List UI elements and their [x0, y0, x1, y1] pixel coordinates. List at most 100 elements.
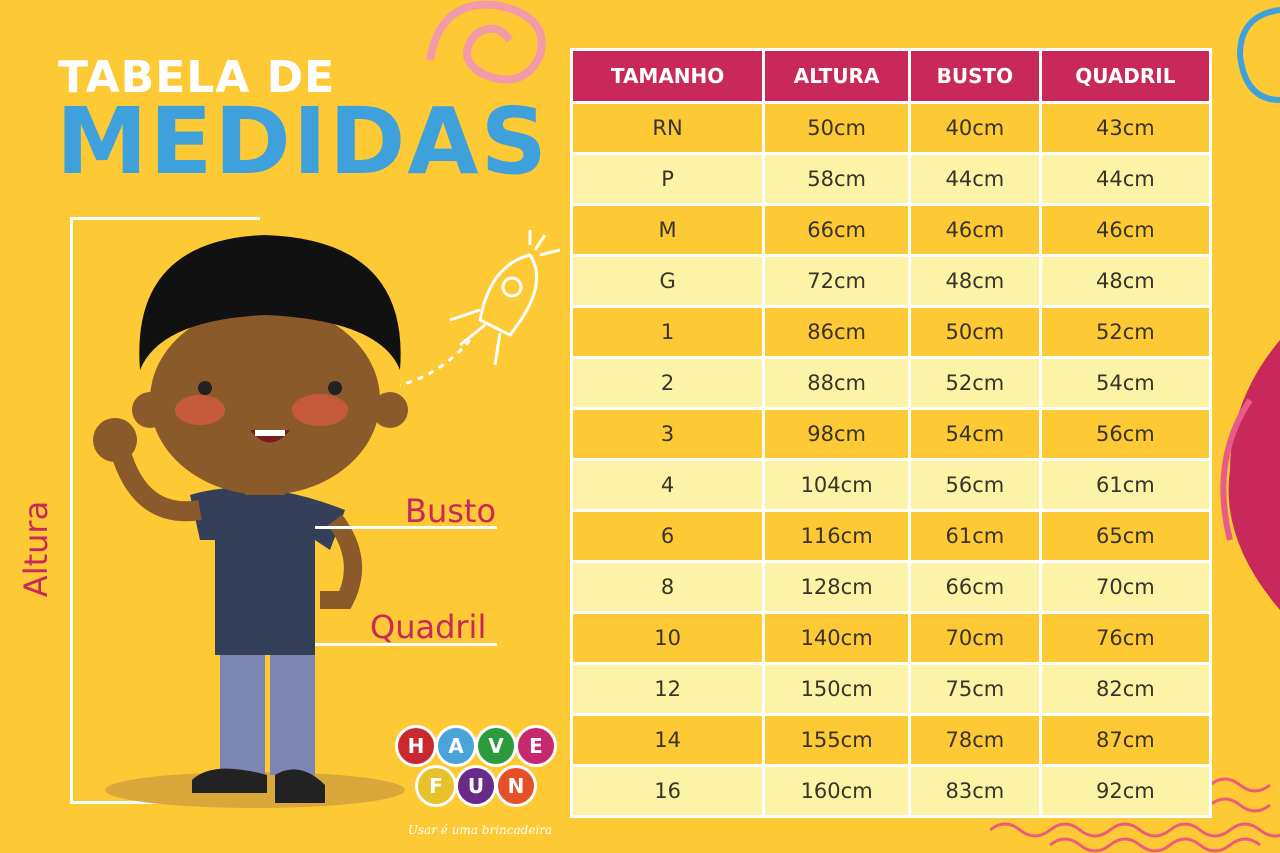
cell-altura: 150cm [765, 665, 909, 713]
logo-letter: N [495, 765, 537, 807]
cell-busto: 44cm [911, 155, 1039, 203]
child-illustration [93, 235, 408, 808]
cell-tamanho: 10 [573, 614, 763, 662]
cell-busto: 75cm [911, 665, 1039, 713]
cell-altura: 72cm [765, 257, 909, 305]
cell-busto: 66cm [911, 563, 1039, 611]
cell-busto: 61cm [911, 512, 1039, 560]
header-tamanho: TAMANHO [573, 51, 763, 101]
cell-quadril: 52cm [1041, 308, 1209, 356]
table-row: 2 88cm 52cm 54cm [573, 359, 1209, 407]
logo-letter: U [455, 765, 497, 807]
cell-altura: 58cm [765, 155, 909, 203]
logo-letter: A [435, 725, 477, 767]
table-row: 10 140cm 70cm 76cm [573, 614, 1209, 662]
cell-quadril: 76cm [1041, 614, 1209, 662]
cell-altura: 160cm [765, 767, 909, 815]
altura-top-tick [70, 217, 260, 220]
leaf-decoration [1220, 340, 1280, 610]
cell-tamanho: 16 [573, 767, 763, 815]
cell-altura: 98cm [765, 410, 909, 458]
cell-altura: 128cm [765, 563, 909, 611]
cell-quadril: 43cm [1041, 104, 1209, 152]
cell-busto: 48cm [911, 257, 1039, 305]
cell-quadril: 65cm [1041, 512, 1209, 560]
cell-tamanho: 14 [573, 716, 763, 764]
cell-tamanho: 6 [573, 512, 763, 560]
table-row: 6 116cm 61cm 65cm [573, 512, 1209, 560]
cell-busto: 78cm [911, 716, 1039, 764]
table-row: 8 128cm 66cm 70cm [573, 563, 1209, 611]
cell-tamanho: G [573, 257, 763, 305]
cell-altura: 104cm [765, 461, 909, 509]
cell-quadril: 54cm [1041, 359, 1209, 407]
title-line-1: TABELA DE [58, 52, 336, 103]
table-row: P 58cm 44cm 44cm [573, 155, 1209, 203]
header-quadril: QUADRIL [1041, 51, 1209, 101]
size-table: TAMANHO ALTURA BUSTO QUADRIL RN 50cm 40cm 4… [570, 48, 1212, 818]
cell-altura: 66cm [765, 206, 909, 254]
cell-quadril: 56cm [1041, 410, 1209, 458]
cell-quadril: 92cm [1041, 767, 1209, 815]
cell-quadril: 46cm [1041, 206, 1209, 254]
cell-tamanho: 1 [573, 308, 763, 356]
cell-tamanho: 2 [573, 359, 763, 407]
cell-busto: 52cm [911, 359, 1039, 407]
table-header-row: TAMANHO ALTURA BUSTO QUADRIL [573, 51, 1209, 101]
cell-tamanho: M [573, 206, 763, 254]
swirl-decoration [426, 0, 546, 84]
logo-letter: V [475, 725, 517, 767]
busto-line [315, 526, 497, 529]
cell-tamanho: P [573, 155, 763, 203]
table-row: 14 155cm 78cm 87cm [573, 716, 1209, 764]
cell-busto: 83cm [911, 767, 1039, 815]
cell-quadril: 70cm [1041, 563, 1209, 611]
cell-altura: 155cm [765, 716, 909, 764]
cell-quadril: 82cm [1041, 665, 1209, 713]
logo-letter: H [395, 725, 437, 767]
quadril-line [315, 643, 497, 646]
quadril-label: Quadril [370, 608, 487, 646]
cell-busto: 50cm [911, 308, 1039, 356]
logo-tagline: Usar é uma brincadeira [407, 823, 553, 837]
cell-altura: 50cm [765, 104, 909, 152]
cell-busto: 70cm [911, 614, 1039, 662]
busto-label: Busto [405, 492, 497, 530]
swirl-blue-decoration [1236, 7, 1280, 103]
table-row: G 72cm 48cm 48cm [573, 257, 1209, 305]
table-row: 16 160cm 83cm 92cm [573, 767, 1209, 815]
table-row: 4 104cm 56cm 61cm [573, 461, 1209, 509]
logo-letter: E [515, 725, 557, 767]
table-row: 12 150cm 75cm 82cm [573, 665, 1209, 713]
header-altura: ALTURA [765, 51, 909, 101]
cell-quadril: 48cm [1041, 257, 1209, 305]
cell-quadril: 61cm [1041, 461, 1209, 509]
cell-quadril: 87cm [1041, 716, 1209, 764]
cell-busto: 54cm [911, 410, 1039, 458]
cell-altura: 140cm [765, 614, 909, 662]
cell-tamanho: 4 [573, 461, 763, 509]
table-row: 3 98cm 54cm 56cm [573, 410, 1209, 458]
table-row: RN 50cm 40cm 43cm [573, 104, 1209, 152]
cell-busto: 46cm [911, 206, 1039, 254]
cell-quadril: 44cm [1041, 155, 1209, 203]
cell-altura: 116cm [765, 512, 909, 560]
rocket-icon [400, 230, 561, 387]
logo-letter: F [415, 765, 457, 807]
title-line-2: MEDIDAS [56, 88, 549, 195]
cell-tamanho: RN [573, 104, 763, 152]
cell-tamanho: 12 [573, 665, 763, 713]
cell-tamanho: 8 [573, 563, 763, 611]
altura-label: Altura [17, 500, 56, 598]
cell-altura: 86cm [765, 308, 909, 356]
header-busto: BUSTO [911, 51, 1039, 101]
altura-line [70, 217, 73, 804]
cell-tamanho: 3 [573, 410, 763, 458]
table-row: 1 86cm 50cm 52cm [573, 308, 1209, 356]
waves-decoration [990, 777, 1280, 853]
table-row: M 66cm 46cm 46cm [573, 206, 1209, 254]
cell-busto: 56cm [911, 461, 1039, 509]
cell-busto: 40cm [911, 104, 1039, 152]
cell-altura: 88cm [765, 359, 909, 407]
